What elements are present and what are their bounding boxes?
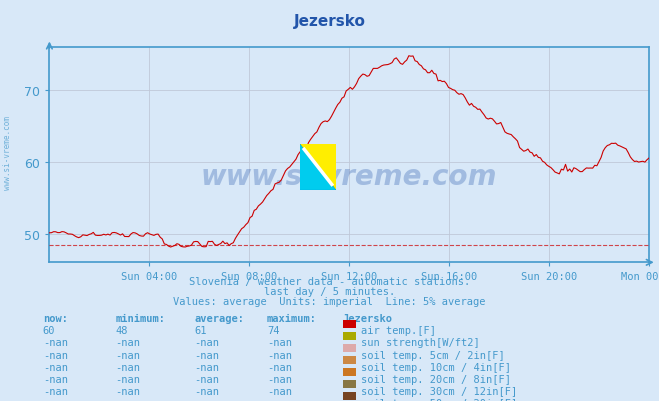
Text: soil temp. 10cm / 4in[F]: soil temp. 10cm / 4in[F] xyxy=(361,362,511,372)
Text: -nan: -nan xyxy=(267,350,292,360)
Text: -nan: -nan xyxy=(115,386,140,396)
Text: Slovenia / weather data - automatic stations.: Slovenia / weather data - automatic stat… xyxy=(189,277,470,287)
Text: Jezersko: Jezersko xyxy=(293,14,366,29)
Text: -nan: -nan xyxy=(43,350,68,360)
Text: -nan: -nan xyxy=(194,386,219,396)
Text: -nan: -nan xyxy=(43,386,68,396)
Text: 60: 60 xyxy=(43,326,55,336)
Polygon shape xyxy=(300,144,336,190)
Text: -nan: -nan xyxy=(194,374,219,384)
Text: 61: 61 xyxy=(194,326,207,336)
Text: -nan: -nan xyxy=(43,338,68,348)
Text: soil temp. 20cm / 8in[F]: soil temp. 20cm / 8in[F] xyxy=(361,374,511,384)
Text: -nan: -nan xyxy=(43,362,68,372)
Text: soil temp. 30cm / 12in[F]: soil temp. 30cm / 12in[F] xyxy=(361,386,517,396)
Text: air temp.[F]: air temp.[F] xyxy=(361,326,436,336)
Text: -nan: -nan xyxy=(115,338,140,348)
Text: www.si-vreme.com: www.si-vreme.com xyxy=(201,163,498,191)
Text: last day / 5 minutes.: last day / 5 minutes. xyxy=(264,287,395,297)
Text: -nan: -nan xyxy=(115,350,140,360)
Text: -nan: -nan xyxy=(267,386,292,396)
Text: -nan: -nan xyxy=(194,398,219,401)
Text: now:: now: xyxy=(43,314,68,324)
Text: -nan: -nan xyxy=(115,398,140,401)
Text: minimum:: minimum: xyxy=(115,314,165,324)
Text: -nan: -nan xyxy=(115,362,140,372)
Text: -nan: -nan xyxy=(267,362,292,372)
Text: -nan: -nan xyxy=(43,374,68,384)
Text: 48: 48 xyxy=(115,326,128,336)
Polygon shape xyxy=(300,144,336,190)
Text: -nan: -nan xyxy=(194,362,219,372)
Text: sun strength[W/ft2]: sun strength[W/ft2] xyxy=(361,338,480,348)
Text: average:: average: xyxy=(194,314,244,324)
Text: -nan: -nan xyxy=(194,350,219,360)
Text: -nan: -nan xyxy=(194,338,219,348)
Text: www.si-vreme.com: www.si-vreme.com xyxy=(3,115,13,189)
Text: Values: average  Units: imperial  Line: 5% average: Values: average Units: imperial Line: 5%… xyxy=(173,297,486,307)
Text: Jezersko: Jezersko xyxy=(343,314,393,324)
Text: soil temp. 50cm / 20in[F]: soil temp. 50cm / 20in[F] xyxy=(361,398,517,401)
Text: soil temp. 5cm / 2in[F]: soil temp. 5cm / 2in[F] xyxy=(361,350,505,360)
Text: maximum:: maximum: xyxy=(267,314,317,324)
Text: 74: 74 xyxy=(267,326,279,336)
Text: -nan: -nan xyxy=(43,398,68,401)
Text: -nan: -nan xyxy=(267,398,292,401)
Text: -nan: -nan xyxy=(267,338,292,348)
Text: -nan: -nan xyxy=(267,374,292,384)
Text: -nan: -nan xyxy=(115,374,140,384)
